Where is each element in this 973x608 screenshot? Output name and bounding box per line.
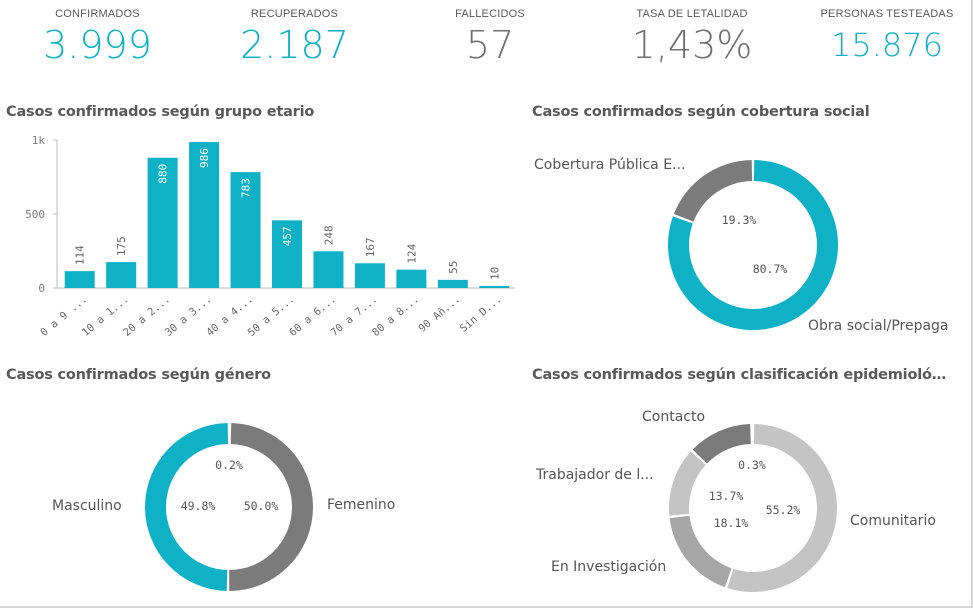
bar-data-label: 124	[405, 243, 418, 263]
kpi-personas-testeadas[interactable]: PERSONAS TESTEADAS 15.876	[812, 8, 962, 68]
slice-category-label: Femenino	[327, 497, 395, 513]
kpi-label: FALLECIDOS	[455, 8, 525, 20]
slice-category-label: Obra social/Prepaga	[808, 318, 949, 334]
x-tick-label: Sin D...	[458, 293, 504, 335]
bar-data-label: 167	[364, 237, 377, 257]
slice-category-label: En Investigación	[551, 559, 666, 575]
donut-slice	[144, 423, 229, 591]
y-tick-label: 0	[38, 282, 45, 295]
epi-donut-chart[interactable]: 0.3% 13.7% 18.1% 55.2% Contacto Trabajador de…	[520, 392, 970, 604]
slice-category-label: Cobertura Pública E...	[534, 157, 685, 173]
slice-category-label: Comunitario	[850, 513, 936, 529]
bar-data-label: 986	[198, 148, 211, 168]
x-tick-label: 90 Añ...	[416, 293, 462, 335]
kpi-label: CONFIRMADOS	[55, 8, 140, 20]
kpi-label: PERSONAS TESTEADAS	[820, 8, 954, 20]
donut-slice	[229, 423, 313, 591]
bar-data-label: 457	[281, 226, 294, 246]
bar	[106, 262, 137, 288]
slice-category-label: Masculino	[52, 498, 122, 514]
kpi-fallecidos[interactable]: FALLECIDOS 57	[440, 8, 540, 68]
coverage-chart-title: Casos confirmados según cobertura social	[532, 104, 870, 120]
donut-slice	[673, 160, 753, 222]
epi-chart-title: Casos confirmados según clasificación ep…	[532, 367, 947, 383]
kpi-confirmados[interactable]: CONFIRMADOS 3.999	[40, 8, 155, 68]
epi-donut-svg: 0.3% 13.7% 18.1% 55.2% Contacto Trabajador de…	[535, 409, 936, 592]
bar	[147, 157, 178, 288]
slice-pct-label: 0.3%	[738, 458, 766, 472]
bar	[437, 279, 468, 288]
kpi-label: RECUPERADOS	[250, 8, 339, 20]
kpi-value: 2.187	[240, 23, 349, 67]
bar	[64, 271, 95, 288]
slice-pct-label: 19.3%	[722, 213, 757, 227]
kpi-tasa-letalidad[interactable]: TASA DE LETALIDAD 1,43%	[622, 8, 762, 68]
slice-pct-label: 18.1%	[714, 516, 749, 530]
slice-pct-label: 50.0%	[244, 499, 279, 513]
donut-slice	[669, 451, 706, 516]
age-chart-title: Casos confirmados según grupo etario	[6, 104, 315, 120]
gender-donut-chart[interactable]: 0.2% 49.8% 50.0% Masculino Femenino	[0, 392, 520, 604]
slice-category-label: Contacto	[642, 409, 705, 425]
slice-pct-label: 80.7%	[753, 262, 788, 276]
donut-slice	[727, 424, 837, 592]
bar	[354, 263, 385, 288]
kpi-recuperados[interactable]: RECUPERADOS 2.187	[237, 8, 352, 68]
kpi-value: 57	[465, 23, 515, 67]
y-tick-label: 1k	[32, 134, 46, 147]
bar-data-label: 880	[157, 164, 170, 184]
coverage-donut-svg: 19.3% 80.7% Cobertura Pública E... Obra soc…	[534, 157, 949, 334]
bar-data-label: 114	[74, 245, 87, 265]
bar	[396, 269, 427, 288]
donut-slice	[669, 515, 732, 588]
kpi-label: TASA DE LETALIDAD	[636, 8, 748, 20]
slice-pct-label: 0.2%	[215, 458, 243, 472]
bar	[479, 286, 510, 288]
bar	[189, 142, 220, 288]
slice-category-label: Trabajador de l...	[535, 467, 654, 483]
kpi-value: 15.876	[831, 26, 943, 64]
bar-data-label: 248	[322, 225, 335, 245]
y-tick-label: 500	[25, 208, 45, 221]
age-bar-chart[interactable]: 0 500 1k 114 0 a 9 ... 175 10 a 1... 880 20 a 2.…	[0, 130, 520, 360]
donut-slice	[692, 424, 751, 464]
gender-chart-title: Casos confirmados según género	[6, 367, 271, 383]
gender-donut-svg: 0.2% 49.8% 50.0% Masculino Femenino	[52, 423, 395, 591]
bar-data-label: 55	[447, 261, 460, 274]
slice-pct-label: 13.7%	[709, 489, 744, 503]
kpi-value: 1,43%	[631, 23, 753, 67]
kpi-value: 3.999	[43, 23, 152, 67]
coverage-donut-chart[interactable]: 19.3% 80.7% Cobertura Pública E... Obra soc…	[520, 130, 970, 360]
slice-pct-label: 55.2%	[766, 503, 801, 517]
slice-pct-label: 49.8%	[181, 499, 216, 513]
bar	[313, 251, 344, 288]
bar	[272, 220, 302, 288]
bar	[230, 172, 261, 288]
bar-data-label: 783	[240, 178, 253, 198]
bar-data-label: 10	[488, 267, 501, 280]
bar-data-label: 175	[115, 236, 128, 256]
